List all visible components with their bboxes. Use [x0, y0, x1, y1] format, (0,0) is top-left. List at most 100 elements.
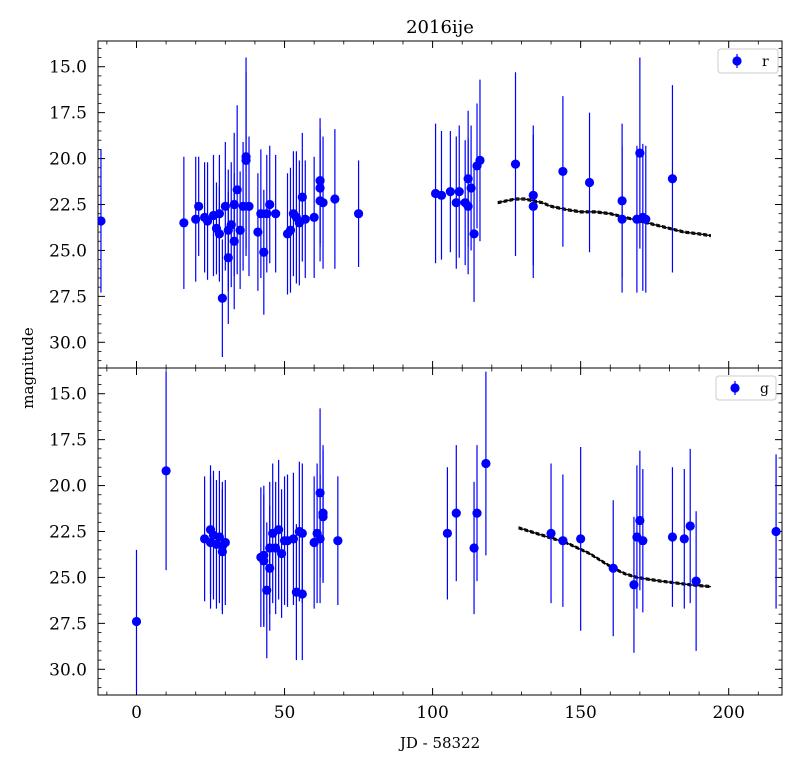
x-tick-label: 0 [131, 703, 142, 723]
legend-box [717, 48, 779, 74]
data-point [131, 616, 142, 627]
data-point [469, 229, 479, 239]
data-point [584, 177, 595, 188]
data-point [442, 528, 453, 538]
data-point [641, 214, 651, 224]
data-point [161, 466, 171, 476]
data-point [528, 201, 538, 211]
model-envelope-line [518, 528, 711, 589]
data-point [253, 227, 263, 237]
panel-g: 0 50 100 150 200 15.0 17.5 20.0 22.5 25.0 27.5 30.0… [49, 367, 783, 723]
x-tick-label: 50 [274, 703, 296, 723]
data-point [353, 209, 364, 219]
y-tick-label: 15.0 [49, 58, 87, 78]
data-point [244, 201, 254, 211]
y-tick-label: 15.0 [49, 385, 87, 405]
panel-frame [97, 367, 783, 696]
panels-group: 15.0 17.5 20.0 22.5 25.0 27.5 30.0 r 0 50 100 150 20… [49, 40, 783, 723]
data-point [288, 534, 299, 544]
data-point [466, 183, 476, 193]
legend-marker [730, 383, 740, 393]
y-tick-label: 27.5 [49, 614, 87, 634]
data-point [202, 216, 213, 226]
model-envelope-line [497, 199, 711, 238]
data-point [226, 220, 236, 230]
x-tick-label: 150 [564, 703, 596, 723]
data-point [617, 214, 627, 224]
data-point [667, 532, 678, 542]
data-point [276, 548, 287, 559]
data-point [217, 547, 227, 557]
data-point [436, 190, 447, 200]
data-point [271, 209, 281, 219]
data-point [265, 199, 275, 210]
x-axis-label: JD - 58322 [398, 734, 480, 752]
data-point [217, 293, 227, 303]
data-point [259, 247, 269, 257]
y-tick-label: 30.0 [49, 333, 87, 353]
data-point [265, 563, 275, 573]
data-point [191, 214, 201, 224]
data-point [691, 576, 701, 586]
legend-box [715, 375, 777, 401]
data-point [241, 155, 251, 166]
x-tick-label: 100 [416, 703, 448, 723]
data-point [179, 218, 189, 228]
legend-label: g [760, 381, 769, 397]
data-point [629, 580, 639, 590]
data-point [235, 225, 245, 235]
y-axis-label: magnitude [19, 327, 37, 409]
y-tick-label: 30.0 [49, 660, 87, 680]
data-point [333, 536, 343, 546]
data-point [454, 187, 464, 197]
data-point [451, 198, 461, 208]
data-point [229, 236, 239, 246]
data-point [463, 174, 473, 184]
x-tick-label: 200 [712, 703, 744, 723]
data-point [318, 512, 328, 522]
data-point [274, 525, 284, 535]
y-tick-label: 25.0 [49, 568, 87, 588]
data-point [262, 585, 272, 595]
data-point [558, 536, 568, 546]
y-tick-label: 20.0 [49, 477, 87, 497]
panel-r: 15.0 17.5 20.0 22.5 25.0 27.5 30.0 r [49, 40, 783, 369]
data-point [330, 194, 340, 204]
data-point [546, 528, 556, 538]
y-tick-label: 25.0 [49, 241, 87, 261]
data-point [297, 528, 307, 538]
data-point [638, 536, 648, 546]
data-point [223, 253, 233, 263]
data-point [608, 563, 618, 573]
data-point [685, 521, 695, 531]
data-point [232, 185, 242, 195]
data-point [315, 183, 325, 193]
data-point [510, 159, 521, 169]
y-tick-label: 17.5 [49, 431, 87, 451]
plot-area [131, 371, 781, 694]
data-point [220, 201, 230, 211]
data-point [635, 515, 645, 526]
data-point [771, 526, 781, 537]
data-point [445, 187, 455, 197]
y-tick-label: 27.5 [49, 287, 87, 307]
y-tick-label: 22.5 [49, 196, 87, 216]
chart-title: 2016ije [406, 17, 474, 38]
plot-area [98, 57, 711, 357]
y-tick-label: 22.5 [49, 523, 87, 543]
data-point [220, 537, 230, 548]
legend-label: r [762, 54, 769, 70]
data-point [300, 214, 310, 224]
data-point [481, 458, 491, 469]
data-point [271, 543, 281, 553]
y-tick-label: 20.0 [49, 150, 87, 170]
model-line [518, 527, 711, 588]
data-point [576, 534, 586, 544]
data-point [475, 155, 485, 166]
data-point [309, 212, 319, 222]
data-point [315, 534, 325, 544]
data-point [318, 198, 328, 208]
data-point [635, 148, 645, 158]
data-point [285, 225, 296, 235]
